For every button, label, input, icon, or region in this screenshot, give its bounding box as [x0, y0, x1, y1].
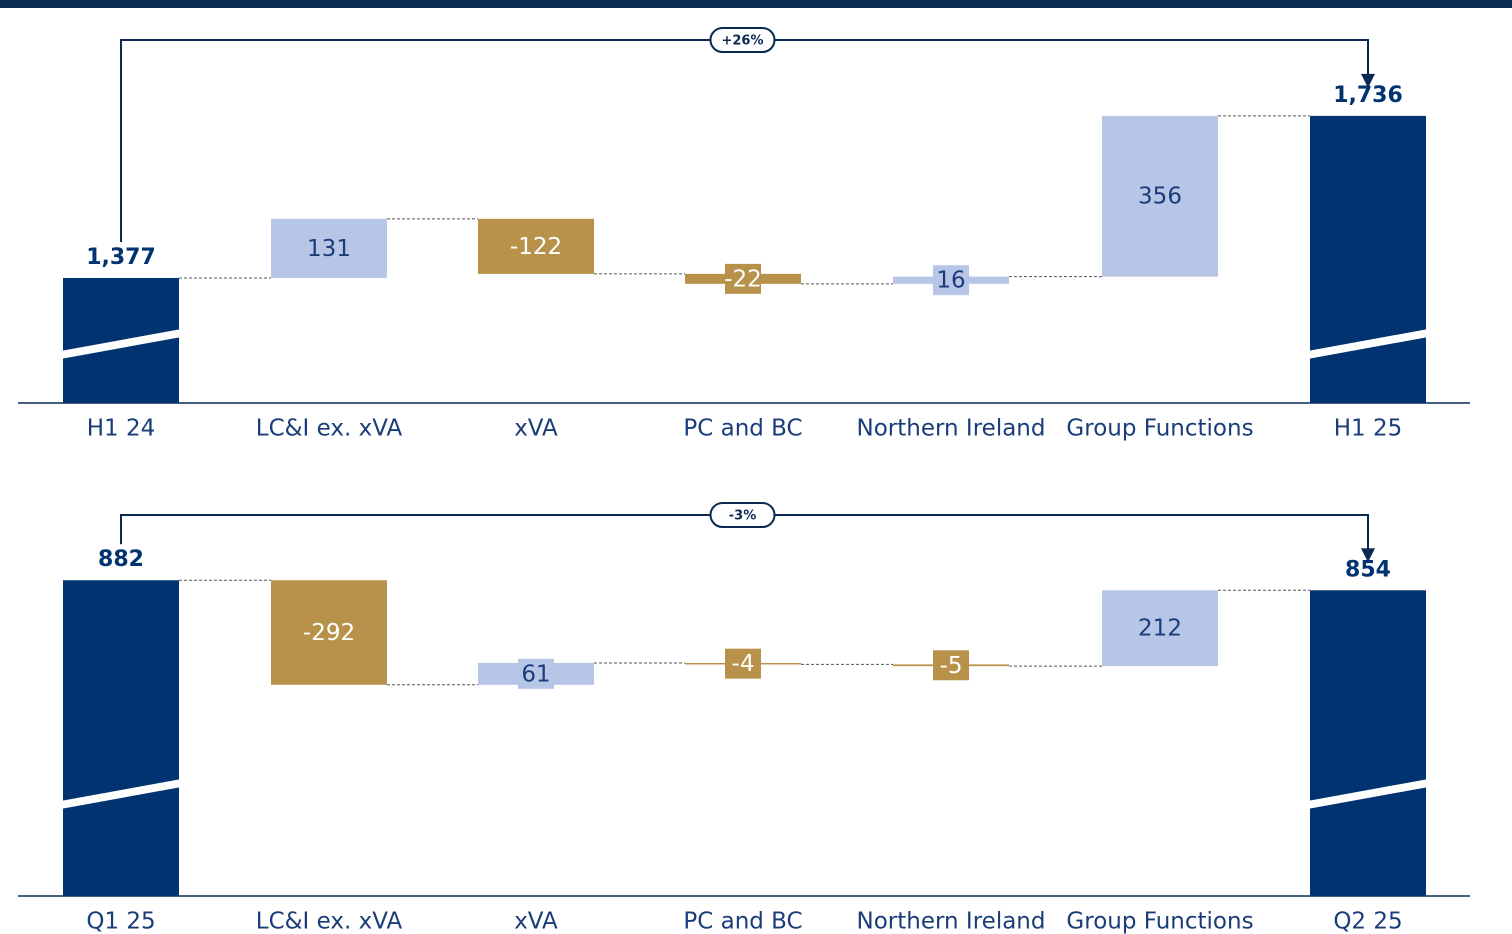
axis-break: [1302, 778, 1434, 810]
x-tick-label: PC and BC: [683, 416, 802, 442]
bar: [63, 580, 179, 896]
label-box: [725, 263, 761, 294]
value-label: 212: [1138, 616, 1182, 642]
axis-break: [1302, 328, 1434, 360]
x-tick-label: H1 25: [1334, 416, 1403, 442]
x-tick-label: LC&I ex. xVA: [256, 909, 403, 934]
annotation: +26%: [721, 34, 763, 49]
value-label: 131: [307, 236, 351, 262]
x-tick-label: Northern Ireland: [857, 909, 1046, 934]
annotation-pill: [709, 27, 776, 53]
annotation: -3%: [729, 509, 756, 524]
axis-break: [55, 778, 187, 810]
bracket-arrow: [1361, 73, 1375, 88]
value-label: -5: [940, 653, 963, 679]
value-label: -122: [510, 234, 562, 260]
axis-break: [55, 328, 187, 360]
bar: [1102, 590, 1218, 667]
x-tick-label: xVA: [514, 416, 558, 442]
annotation-pill: [709, 502, 776, 528]
bar: [271, 580, 387, 685]
value-label: 61: [521, 661, 550, 687]
bar: [1310, 115, 1426, 404]
x-tick-label: Q1 25: [86, 909, 155, 934]
bar: [1102, 115, 1218, 277]
value-label: -292: [303, 620, 355, 646]
x-tick-label: Q2 25: [1333, 909, 1402, 934]
value-label: 356: [1138, 184, 1182, 210]
value-label: 16: [936, 268, 965, 294]
label-box: [933, 650, 969, 681]
total-label: 882: [98, 547, 144, 572]
x-tick-label: PC and BC: [683, 909, 802, 934]
bar: [478, 218, 594, 274]
top-band: [0, 0, 1512, 8]
x-tick-label: xVA: [514, 909, 558, 934]
x-tick-label: LC&I ex. xVA: [256, 416, 403, 442]
x-tick-label: H1 24: [87, 416, 156, 442]
value-label: -22: [724, 266, 762, 292]
x-tick-label: Northern Ireland: [857, 416, 1046, 442]
x-tick-label: Group Functions: [1066, 416, 1253, 442]
total-label: 1,377: [86, 245, 156, 270]
value-label: -4: [732, 651, 755, 677]
bar: [1310, 590, 1426, 896]
bracket-arrow: [1361, 548, 1375, 563]
label-box: [725, 648, 761, 679]
bar: [271, 218, 387, 278]
label-box: [933, 265, 969, 296]
x-tick-label: Group Functions: [1066, 909, 1253, 934]
label-box: [518, 658, 554, 689]
